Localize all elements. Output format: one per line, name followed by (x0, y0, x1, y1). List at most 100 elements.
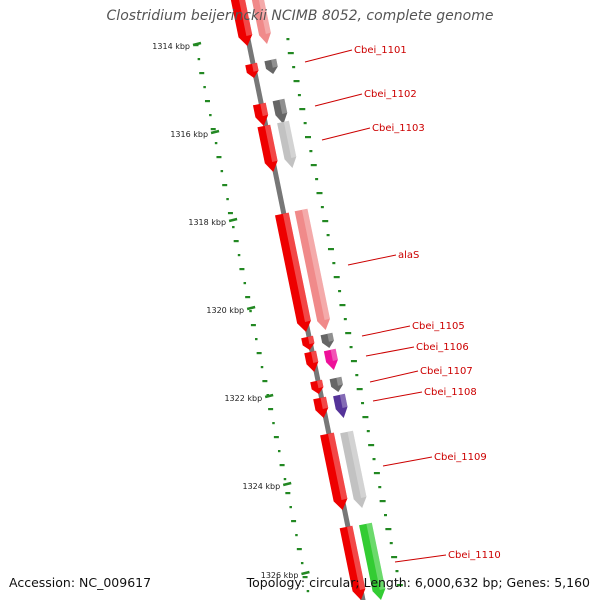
gc-dot (362, 416, 369, 419)
gc-dot (220, 170, 224, 173)
gc-dot (378, 486, 382, 489)
tick-mark (192, 41, 202, 47)
svg-text:Cbei_1106: Cbei_1106 (416, 342, 469, 353)
tick-label: 1316 kbp (170, 130, 208, 139)
gc-dot (295, 534, 298, 537)
gc-dot (372, 458, 376, 461)
gene-labels: Cbei_1101 Cbei_1102 Cbei_1103 alaS Cbei_1105… (304, 45, 501, 563)
gc-dot (339, 304, 346, 307)
gc-dot (277, 450, 281, 453)
cds-arrow (257, 124, 278, 172)
gc-dot (233, 240, 239, 243)
gc-dot (361, 402, 365, 405)
gc-dot (203, 86, 206, 89)
cds-arrow (245, 62, 259, 78)
gc-dot (356, 388, 363, 391)
gene-arrow (323, 348, 338, 370)
svg-text:Cbei_1109: Cbei_1109 (434, 452, 487, 463)
gene-label-cbei_1105: Cbei_1105 (361, 321, 465, 337)
gc-dot (296, 548, 302, 551)
gc-dot (315, 178, 319, 181)
gene-label-cbei_1107: Cbei_1107 (369, 366, 473, 383)
cds-arrow (304, 350, 319, 372)
gc-dot (300, 562, 304, 565)
gc-dot (391, 556, 398, 559)
gc-dot (285, 492, 291, 495)
gene-label-cbei_1102: Cbei_1102 (314, 89, 417, 107)
gc-dot (385, 528, 392, 531)
svg-text:Cbei_1108: Cbei_1108 (424, 387, 477, 398)
gene-arrow (359, 522, 386, 600)
gc-dot (309, 150, 313, 153)
map-title: Clostridium beijerinckii NCIMB 8052, com… (106, 8, 494, 24)
gc-dot (320, 206, 324, 209)
gene-arrow (340, 430, 367, 508)
gc-dot (268, 408, 274, 411)
gc-dot (273, 436, 279, 439)
gc-dot (389, 542, 393, 545)
tick-label: 1322 kbp (224, 394, 262, 403)
svg-text:Cbei_1110: Cbei_1110 (448, 550, 501, 561)
gene-label-cbei_1109: Cbei_1109 (382, 452, 487, 467)
gc-dot (239, 268, 245, 271)
gc-dot (250, 324, 256, 327)
svg-text:Cbei_1103: Cbei_1103 (372, 123, 425, 134)
gc-dot (232, 226, 235, 229)
gc-dot (237, 254, 241, 257)
gc-dot (302, 576, 308, 579)
gene-arrow (294, 208, 330, 330)
gc-dot (216, 156, 222, 159)
gc-dot (305, 136, 312, 139)
svg-text:Cbei_1101: Cbei_1101 (354, 45, 407, 56)
gene-arrow (333, 393, 348, 418)
gc-dot (322, 220, 329, 223)
gc-dot (286, 38, 290, 41)
gene-label-cbei_1106: Cbei_1106 (365, 342, 469, 357)
gc-dot (262, 380, 268, 383)
tick-mark (228, 217, 238, 223)
gene-arrow (277, 120, 297, 168)
gc-dot (373, 472, 380, 475)
gene-label-cbei_1101: Cbei_1101 (304, 45, 407, 63)
accession-text: Accession: NC_009617 (9, 575, 152, 590)
gc-dot (243, 282, 247, 285)
gc-dot (326, 234, 330, 237)
gene-arrow (272, 98, 288, 124)
svg-text:alaS: alaS (398, 250, 419, 261)
tick-label: 1326 kbp (261, 571, 299, 580)
gc-dot (395, 570, 399, 573)
gc-dot (379, 500, 386, 503)
gc-dot (283, 478, 287, 481)
cds-arrow (275, 212, 311, 332)
gc-dot (332, 262, 336, 265)
gc-dot (292, 66, 296, 69)
gene-features (230, 0, 386, 600)
gc-dot (366, 430, 370, 433)
gc-dot (210, 128, 216, 131)
gc-dot (396, 584, 403, 587)
gene-arrow (320, 332, 334, 348)
tick-mark (282, 481, 292, 487)
gene-arrow (264, 58, 278, 74)
gc-dot (197, 58, 201, 61)
cds-arrow (310, 379, 324, 394)
gc-dot (303, 122, 307, 125)
gene-label-cbei_1110: Cbei_1110 (394, 550, 501, 563)
gene-arrow (329, 376, 343, 392)
svg-text:Cbei_1105: Cbei_1105 (412, 321, 465, 332)
genome-summary-text: Topology: circular; Length: 6,000,632 bp… (246, 575, 590, 590)
gc-dot (384, 514, 387, 517)
tick-mark (246, 305, 256, 311)
gc-dot (249, 310, 252, 313)
gene-arrow (251, 0, 271, 44)
gc-dot (316, 192, 323, 195)
gc-dot (222, 184, 228, 187)
gc-dot (227, 212, 233, 215)
gc-dot (226, 198, 229, 201)
gc-dot (297, 94, 301, 97)
gc-dot (349, 346, 353, 349)
gene-label-cbei_1108: Cbei_1108 (372, 387, 477, 402)
cds-arrow (252, 102, 269, 126)
cds-arrow (230, 0, 253, 46)
tick-mark (210, 129, 220, 135)
